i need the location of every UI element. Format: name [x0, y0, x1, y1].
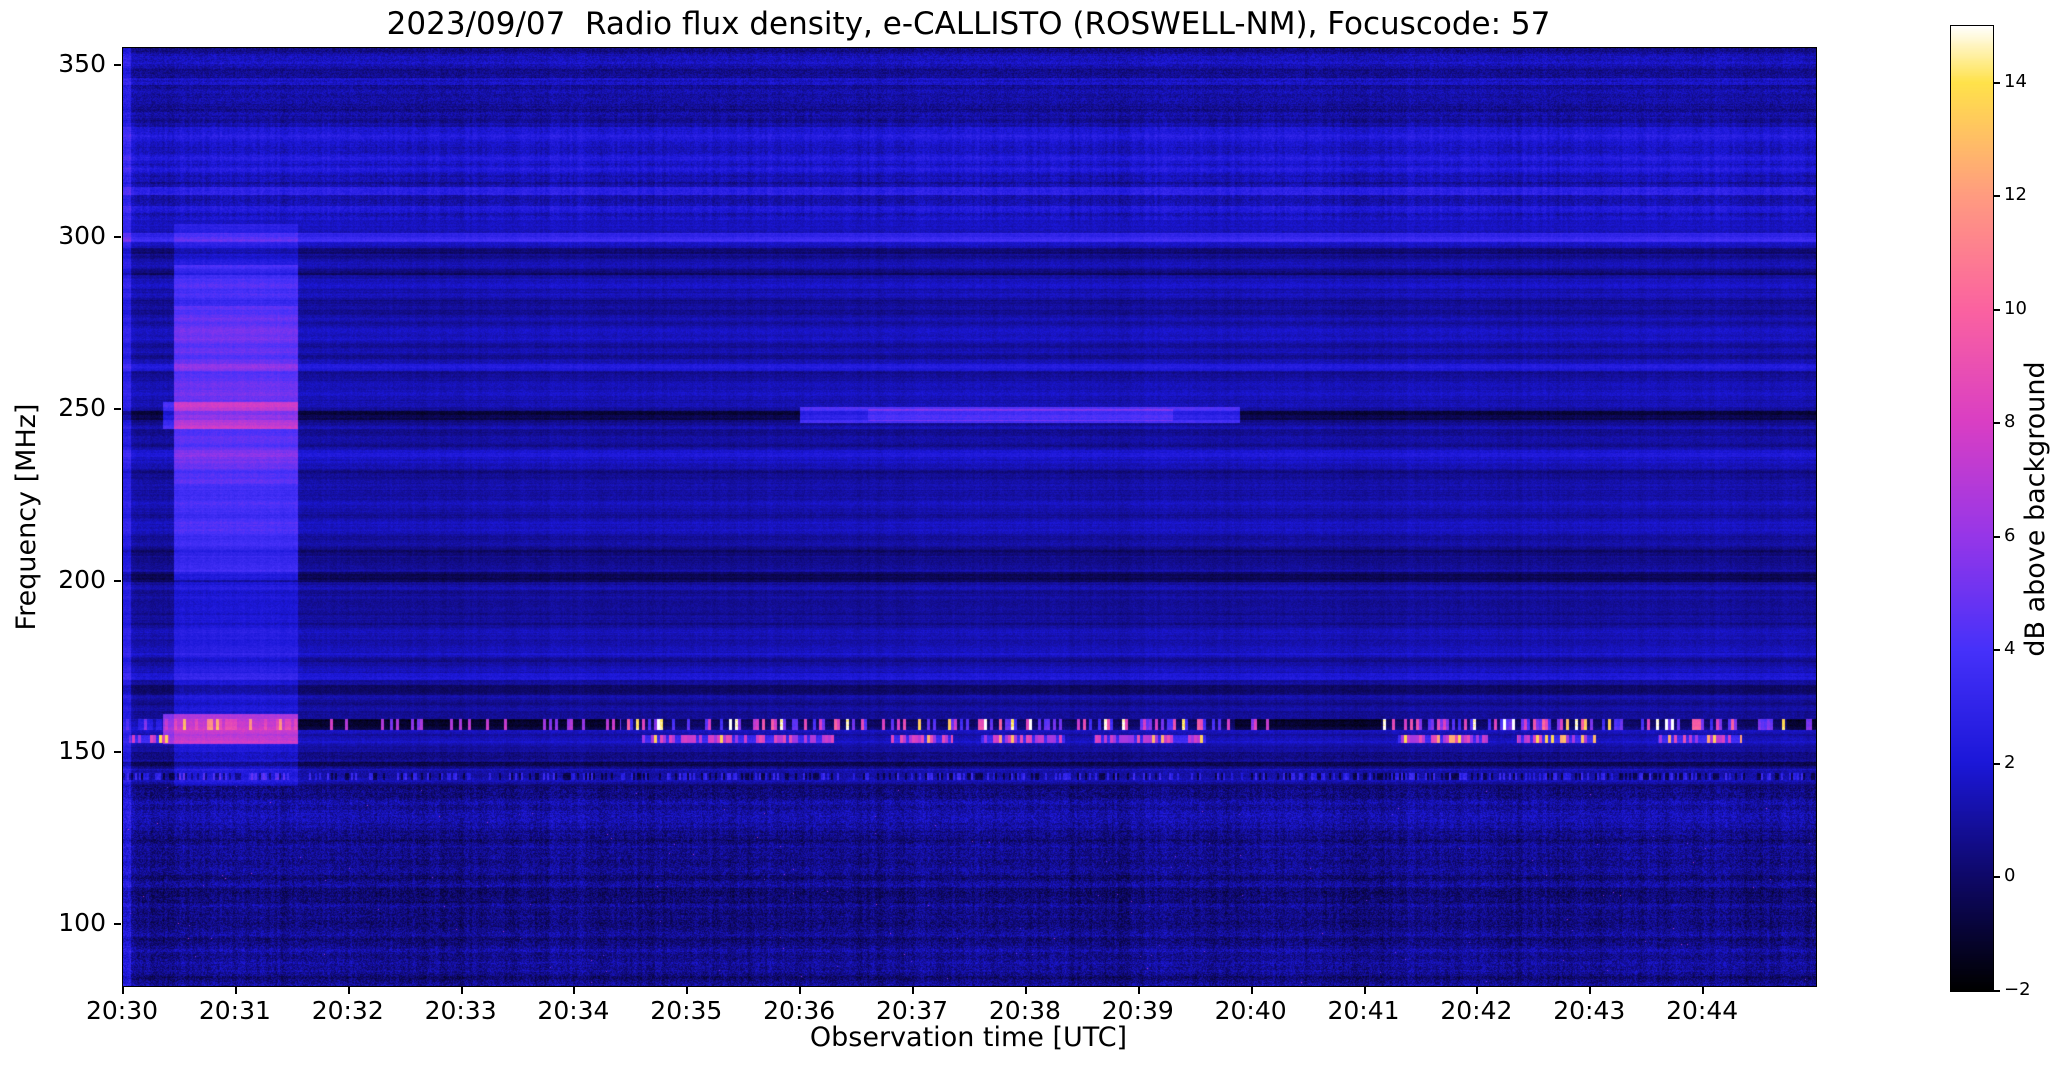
x-tick-label: 20:34 [537, 996, 610, 1025]
colorbar-tick-mark [1994, 535, 2000, 538]
x-tick-mark [1250, 987, 1253, 994]
x-tick-label: 20:32 [311, 996, 384, 1025]
x-tick-label: 20:36 [763, 996, 836, 1025]
y-tick-label: 100 [58, 908, 106, 938]
y-tick-label: 350 [58, 49, 106, 79]
y-axis-label: Frequency [MHz] [11, 403, 42, 631]
colorbar-tick-label: 10 [2004, 297, 2027, 319]
x-tick-mark [1024, 987, 1027, 994]
plot-title: 2023/09/07 Radio flux density, e-CALLIST… [386, 6, 1551, 42]
x-tick-mark [1702, 987, 1705, 994]
colorbar-tick-mark [1994, 195, 2000, 198]
x-tick-label: 20:31 [198, 996, 271, 1025]
colorbar-tick-label: 6 [2004, 524, 2016, 546]
y-tick-mark [114, 579, 121, 582]
x-tick-mark [1589, 987, 1592, 994]
colorbar-tick-label: 0 [2004, 865, 2016, 887]
x-tick-label: 20:38 [988, 996, 1061, 1025]
x-tick-label: 20:40 [1214, 996, 1287, 1025]
colorbar-tick-mark [1994, 422, 2000, 425]
colorbar-tick-label: 14 [2004, 70, 2027, 92]
y-tick-mark [114, 64, 121, 67]
x-tick-mark [1363, 987, 1366, 994]
colorbar-tick-label: 2 [2004, 751, 2016, 773]
y-tick-label: 300 [58, 220, 106, 250]
x-tick-label: 20:35 [650, 996, 723, 1025]
colorbar-tick-label: 4 [2004, 638, 2016, 660]
colorbar [1950, 25, 1994, 992]
x-tick-label: 20:30 [85, 996, 159, 1025]
colorbar-tick-label: 8 [2004, 411, 2016, 433]
x-tick-label: 20:39 [1101, 996, 1174, 1025]
x-tick-mark [799, 987, 802, 994]
y-tick-mark [114, 235, 121, 238]
y-tick-mark [114, 751, 121, 754]
x-tick-label: 20:44 [1666, 996, 1739, 1025]
y-tick-label: 150 [58, 736, 106, 766]
x-tick-mark [347, 987, 350, 994]
colorbar-tick-mark [1994, 876, 2000, 879]
colorbar-tick-label: 12 [2004, 184, 2027, 206]
colorbar-tick-mark [1994, 990, 2000, 992]
colorbar-label: dB above background [2020, 361, 2051, 657]
plot-area [122, 47, 1817, 987]
x-tick-mark [122, 987, 124, 994]
colorbar-tick-label: −2 [2004, 979, 2031, 1000]
x-tick-mark [1137, 987, 1140, 994]
x-tick-mark [460, 987, 463, 994]
y-tick-label: 250 [58, 392, 106, 422]
x-tick-label: 20:33 [424, 996, 497, 1025]
x-axis-label: Observation time [UTC] [809, 1022, 1128, 1053]
spectrogram-canvas [123, 48, 1816, 986]
x-tick-mark [1476, 987, 1479, 994]
y-tick-mark [114, 923, 121, 926]
y-tick-label: 200 [58, 564, 106, 594]
colorbar-tick-mark [1994, 762, 2000, 765]
colorbar-tick-mark [1994, 649, 2000, 652]
y-tick-mark [114, 407, 121, 410]
x-tick-label: 20:41 [1327, 996, 1400, 1025]
colorbar-tick-mark [1994, 308, 2000, 311]
x-tick-mark [234, 987, 237, 994]
x-tick-label: 20:42 [1440, 996, 1513, 1025]
x-tick-mark [686, 987, 689, 994]
x-tick-mark [912, 987, 915, 994]
x-tick-label: 20:43 [1553, 996, 1626, 1025]
x-tick-label: 20:37 [876, 996, 949, 1025]
x-tick-mark [573, 987, 576, 994]
colorbar-tick-mark [1994, 81, 2000, 84]
